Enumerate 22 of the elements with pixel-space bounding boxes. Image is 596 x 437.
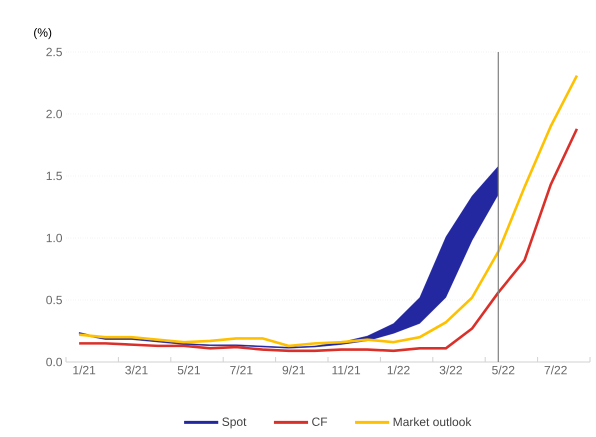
x-tick-label: 1/21 [73, 366, 96, 374]
y-axis-title: (%) [34, 28, 52, 40]
y-tick-label: 0.0 [46, 358, 62, 366]
x-tick-label: 9/21 [282, 366, 305, 374]
x-tick-label: 11/21 [332, 366, 360, 374]
y-tick-label: 2.0 [46, 110, 62, 118]
x-tick-label: 7/22 [544, 366, 567, 374]
y-tick-label: 1.0 [46, 234, 62, 242]
y-tick-label: 1.5 [46, 172, 62, 180]
legend-label: CF [312, 417, 328, 426]
line-series [78, 74, 578, 348]
y-tick-label: 2.5 [46, 48, 62, 56]
x-tick-label: 3/22 [440, 366, 462, 374]
x-tick-label: 1/22 [388, 366, 410, 374]
legend-label: Spot [222, 417, 246, 428]
x-tick-label: 3/21 [125, 366, 148, 374]
y-tick-label: 0.5 [46, 296, 62, 304]
x-tick-label: 5/22 [492, 366, 514, 374]
legend-label: Market outlook [394, 417, 472, 426]
x-tick-label: 5/21 [178, 366, 200, 374]
x-tick-label: 7/21 [230, 366, 252, 374]
line-series [78, 128, 578, 352]
